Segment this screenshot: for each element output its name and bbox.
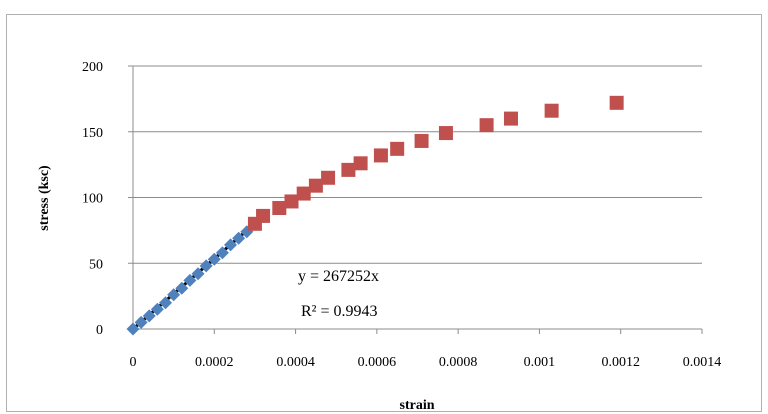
x-tick-labels: 0 0.0002 0.0004 0.0006 0.0008 0.001 0.0012 0.00…	[130, 355, 722, 370]
x-tick-label: 0.0006	[358, 355, 397, 370]
x-tick-label: 0.0002	[195, 355, 234, 370]
data-point-square	[373, 148, 388, 163]
chart-frame	[6, 14, 762, 412]
data-point-diamond	[167, 288, 181, 302]
data-point-diamond	[175, 281, 189, 295]
data-point-square	[296, 186, 311, 201]
y-tick-label: 50	[89, 257, 103, 272]
data-point-diamond	[150, 302, 164, 316]
r-squared-label: R² = 0.9943	[301, 303, 378, 320]
data-point-square	[503, 111, 518, 126]
y-tick-label: 200	[82, 60, 103, 75]
data-point-square	[544, 103, 559, 118]
data-point-diamond	[126, 322, 140, 336]
data-point-diamond	[159, 296, 173, 310]
data-point-diamond	[191, 267, 205, 281]
data-point-square	[321, 170, 336, 185]
data-points	[126, 95, 624, 336]
gridlines	[133, 65, 702, 264]
data-point-diamond	[215, 246, 229, 260]
data-point-square	[390, 141, 405, 156]
data-point-square	[479, 118, 494, 133]
x-tick-label: 0.0008	[439, 355, 478, 370]
data-point-square	[284, 194, 299, 209]
data-point-square	[272, 201, 287, 216]
data-point-diamond	[183, 273, 197, 287]
data-point-square	[353, 156, 368, 171]
x-tick-label: 0.0012	[601, 355, 640, 370]
data-point-square	[308, 178, 323, 193]
data-point-diamond	[134, 315, 148, 329]
data-point-diamond	[142, 309, 156, 323]
data-point-square	[341, 162, 356, 177]
data-point-diamond	[224, 238, 238, 252]
data-point-square	[256, 208, 271, 223]
x-tick-label: 0.001	[524, 355, 556, 370]
y-tick-label: 0	[96, 323, 103, 338]
data-point-diamond	[199, 259, 213, 273]
x-tick-label: 0	[130, 355, 137, 370]
x-tick-label: 0.0004	[276, 355, 315, 370]
data-point-square	[414, 133, 429, 148]
axes	[128, 65, 703, 334]
y-tick-label: 100	[82, 192, 103, 207]
data-point-diamond	[232, 231, 246, 245]
data-point-square	[438, 126, 453, 141]
y-tick-labels: 0 50 100 150 200	[82, 60, 103, 338]
y-tick-label: 150	[82, 126, 103, 141]
y-axis-title: stress (ksc)	[37, 165, 52, 231]
data-point-diamond	[207, 252, 221, 266]
x-axis-title: strain	[400, 398, 435, 413]
data-point-square	[609, 95, 624, 110]
x-tick-label: 0.0014	[683, 355, 722, 370]
trendline-equation: y = 267252x	[298, 268, 379, 285]
